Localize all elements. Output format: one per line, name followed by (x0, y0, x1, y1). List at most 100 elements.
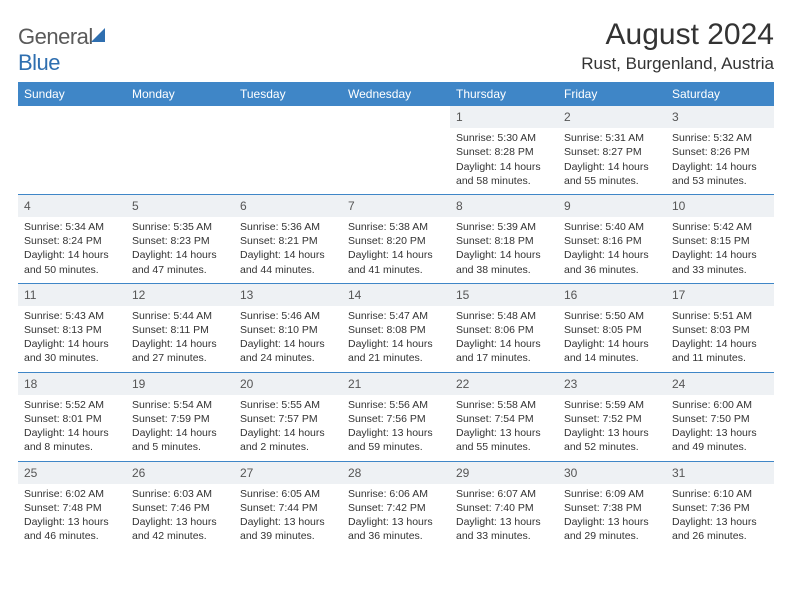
calendar-cell: 17Sunrise: 5:51 AMSunset: 8:03 PMDayligh… (666, 283, 774, 372)
sunrise-line: Sunrise: 6:07 AM (456, 487, 552, 501)
logo-part1: General (18, 24, 93, 49)
weekday-header: Saturday (666, 82, 774, 106)
daylight-line: Daylight: 14 hours and 11 minutes. (672, 337, 768, 365)
day-number: 16 (558, 284, 666, 306)
daylight-line: Daylight: 14 hours and 2 minutes. (240, 426, 336, 454)
sunrise-line: Sunrise: 5:55 AM (240, 398, 336, 412)
weekday-header: Wednesday (342, 82, 450, 106)
sunset-line: Sunset: 8:18 PM (456, 234, 552, 248)
calendar-cell: 3Sunrise: 5:32 AMSunset: 8:26 PMDaylight… (666, 106, 774, 194)
sunset-line: Sunset: 7:38 PM (564, 501, 660, 515)
day-number: 21 (342, 373, 450, 395)
sunset-line: Sunset: 7:48 PM (24, 501, 120, 515)
day-number: 29 (450, 462, 558, 484)
day-number: 10 (666, 195, 774, 217)
sunset-line: Sunset: 8:08 PM (348, 323, 444, 337)
daylight-line: Daylight: 14 hours and 55 minutes. (564, 160, 660, 188)
day-number: 3 (666, 106, 774, 128)
calendar-cell: 15Sunrise: 5:48 AMSunset: 8:06 PMDayligh… (450, 283, 558, 372)
daylight-line: Daylight: 14 hours and 50 minutes. (24, 248, 120, 276)
calendar-week-row: 18Sunrise: 5:52 AMSunset: 8:01 PMDayligh… (18, 372, 774, 461)
sunrise-line: Sunrise: 5:43 AM (24, 309, 120, 323)
calendar-cell (234, 106, 342, 194)
calendar-cell: 9Sunrise: 5:40 AMSunset: 8:16 PMDaylight… (558, 194, 666, 283)
day-number: 11 (18, 284, 126, 306)
day-number: 24 (666, 373, 774, 395)
sunrise-line: Sunrise: 5:46 AM (240, 309, 336, 323)
sunrise-line: Sunrise: 5:39 AM (456, 220, 552, 234)
day-number: 4 (18, 195, 126, 217)
sunset-line: Sunset: 8:23 PM (132, 234, 228, 248)
calendar-cell: 13Sunrise: 5:46 AMSunset: 8:10 PMDayligh… (234, 283, 342, 372)
sunrise-line: Sunrise: 6:02 AM (24, 487, 120, 501)
day-number: 26 (126, 462, 234, 484)
day-number: 6 (234, 195, 342, 217)
location: Rust, Burgenland, Austria (581, 54, 774, 74)
sunset-line: Sunset: 8:06 PM (456, 323, 552, 337)
calendar-cell: 27Sunrise: 6:05 AMSunset: 7:44 PMDayligh… (234, 461, 342, 549)
calendar-cell: 31Sunrise: 6:10 AMSunset: 7:36 PMDayligh… (666, 461, 774, 549)
sunset-line: Sunset: 7:54 PM (456, 412, 552, 426)
sunset-line: Sunset: 7:44 PM (240, 501, 336, 515)
day-number: 30 (558, 462, 666, 484)
calendar-cell: 10Sunrise: 5:42 AMSunset: 8:15 PMDayligh… (666, 194, 774, 283)
sunrise-line: Sunrise: 6:09 AM (564, 487, 660, 501)
sunset-line: Sunset: 7:56 PM (348, 412, 444, 426)
sunrise-line: Sunrise: 5:31 AM (564, 131, 660, 145)
day-number: 8 (450, 195, 558, 217)
day-number: 15 (450, 284, 558, 306)
sunrise-line: Sunrise: 6:10 AM (672, 487, 768, 501)
sunrise-line: Sunrise: 5:40 AM (564, 220, 660, 234)
calendar-week-row: 4Sunrise: 5:34 AMSunset: 8:24 PMDaylight… (18, 194, 774, 283)
day-number: 22 (450, 373, 558, 395)
sunrise-line: Sunrise: 6:05 AM (240, 487, 336, 501)
daylight-line: Daylight: 13 hours and 42 minutes. (132, 515, 228, 543)
sunset-line: Sunset: 7:42 PM (348, 501, 444, 515)
calendar-cell: 26Sunrise: 6:03 AMSunset: 7:46 PMDayligh… (126, 461, 234, 549)
daylight-line: Daylight: 13 hours and 29 minutes. (564, 515, 660, 543)
day-number: 28 (342, 462, 450, 484)
day-number: 18 (18, 373, 126, 395)
daylight-line: Daylight: 14 hours and 8 minutes. (24, 426, 120, 454)
sunrise-line: Sunrise: 5:47 AM (348, 309, 444, 323)
daylight-line: Daylight: 14 hours and 36 minutes. (564, 248, 660, 276)
calendar-cell: 16Sunrise: 5:50 AMSunset: 8:05 PMDayligh… (558, 283, 666, 372)
calendar-cell: 5Sunrise: 5:35 AMSunset: 8:23 PMDaylight… (126, 194, 234, 283)
sunrise-line: Sunrise: 5:56 AM (348, 398, 444, 412)
day-number: 13 (234, 284, 342, 306)
sunrise-line: Sunrise: 5:51 AM (672, 309, 768, 323)
calendar-week-row: 11Sunrise: 5:43 AMSunset: 8:13 PMDayligh… (18, 283, 774, 372)
sunset-line: Sunset: 8:05 PM (564, 323, 660, 337)
daylight-line: Daylight: 13 hours and 59 minutes. (348, 426, 444, 454)
calendar-cell: 8Sunrise: 5:39 AMSunset: 8:18 PMDaylight… (450, 194, 558, 283)
day-number: 25 (18, 462, 126, 484)
calendar-cell: 20Sunrise: 5:55 AMSunset: 7:57 PMDayligh… (234, 372, 342, 461)
daylight-line: Daylight: 14 hours and 24 minutes. (240, 337, 336, 365)
daylight-line: Daylight: 13 hours and 52 minutes. (564, 426, 660, 454)
weekday-header: Sunday (18, 82, 126, 106)
sunrise-line: Sunrise: 5:58 AM (456, 398, 552, 412)
sunrise-line: Sunrise: 5:44 AM (132, 309, 228, 323)
calendar-week-row: 1Sunrise: 5:30 AMSunset: 8:28 PMDaylight… (18, 106, 774, 194)
daylight-line: Daylight: 14 hours and 17 minutes. (456, 337, 552, 365)
day-number: 14 (342, 284, 450, 306)
day-number: 9 (558, 195, 666, 217)
daylight-line: Daylight: 14 hours and 44 minutes. (240, 248, 336, 276)
calendar-cell (342, 106, 450, 194)
sunrise-line: Sunrise: 6:00 AM (672, 398, 768, 412)
sunset-line: Sunset: 7:50 PM (672, 412, 768, 426)
sunset-line: Sunset: 7:52 PM (564, 412, 660, 426)
weekday-header: Monday (126, 82, 234, 106)
daylight-line: Daylight: 13 hours and 55 minutes. (456, 426, 552, 454)
calendar-cell: 23Sunrise: 5:59 AMSunset: 7:52 PMDayligh… (558, 372, 666, 461)
day-number: 19 (126, 373, 234, 395)
weekday-header: Friday (558, 82, 666, 106)
day-number: 2 (558, 106, 666, 128)
sail-icon (91, 28, 105, 42)
weekday-header: Thursday (450, 82, 558, 106)
day-number: 5 (126, 195, 234, 217)
daylight-line: Daylight: 13 hours and 26 minutes. (672, 515, 768, 543)
daylight-line: Daylight: 14 hours and 53 minutes. (672, 160, 768, 188)
calendar-header-row: SundayMondayTuesdayWednesdayThursdayFrid… (18, 82, 774, 106)
calendar-week-row: 25 Sunrise: 6:02 AMSunset: 7:48 PM Dayligh… (18, 461, 774, 549)
